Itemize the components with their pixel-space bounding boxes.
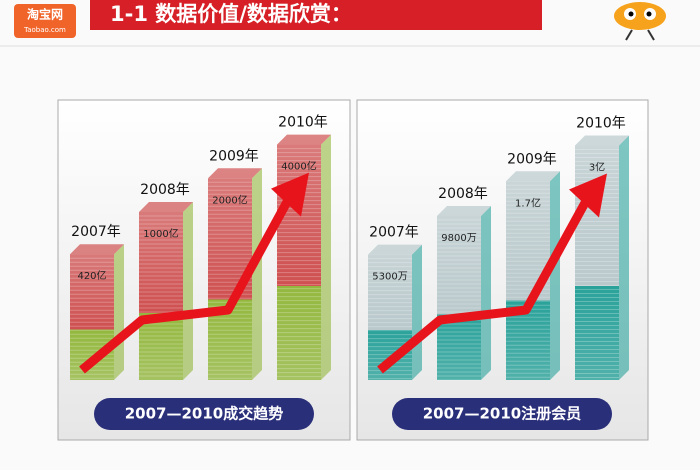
value-label: 5300万 — [372, 272, 407, 283]
bar-top — [506, 171, 560, 182]
logo-sub: Taobao.com — [23, 26, 66, 34]
bar-side — [619, 135, 629, 380]
category-label: 2007年 — [71, 224, 121, 240]
category-label: 2010年 — [278, 115, 328, 131]
bar-side — [550, 171, 560, 380]
bar-top — [368, 244, 422, 255]
bar-side — [252, 168, 262, 380]
caption-pill — [392, 398, 612, 430]
value-label: 9800万 — [441, 233, 476, 244]
bar-side — [321, 134, 331, 380]
category-label: 2008年 — [438, 186, 488, 202]
slide-title: 1-1 数据价值/数据欣赏： — [110, 2, 352, 26]
value-label: 4000亿 — [281, 160, 316, 173]
chart-title: 2007—2010注册会员 — [423, 405, 582, 423]
value-label: 3亿 — [589, 161, 605, 174]
trend-arrowhead — [271, 172, 309, 217]
bar-top — [575, 135, 629, 146]
bar-top — [139, 202, 193, 212]
trend-arrow — [377, 193, 593, 374]
category-label: 2009年 — [507, 151, 557, 167]
category-label: 2008年 — [140, 182, 190, 198]
logo-box — [14, 4, 76, 38]
chart-title: 2007—2010成交趋势 — [125, 405, 284, 423]
logo: 淘宝网 — [27, 7, 63, 22]
trend-arrowhead — [569, 173, 607, 218]
caption-pill — [94, 398, 314, 430]
trend-arrow — [79, 192, 295, 374]
category-label: 2007年 — [369, 225, 419, 241]
mascot — [614, 2, 666, 41]
bar-side — [412, 244, 422, 380]
bar — [437, 215, 481, 380]
bar-side — [114, 244, 124, 380]
bar-side — [183, 202, 193, 380]
bar-top — [70, 244, 124, 255]
category-label: 2009年 — [209, 148, 259, 164]
bar-top — [208, 168, 262, 179]
category-label: 2010年 — [576, 116, 626, 132]
bar-top — [437, 205, 491, 216]
value-label: 1000亿 — [143, 227, 178, 240]
value-label: 420亿 — [77, 269, 106, 282]
bar — [139, 212, 183, 380]
bar-top — [277, 134, 331, 145]
value-label: 1.7亿 — [515, 196, 541, 209]
title-bar — [90, 0, 542, 30]
value-label: 2000亿 — [212, 193, 247, 206]
bar-side — [481, 205, 491, 380]
